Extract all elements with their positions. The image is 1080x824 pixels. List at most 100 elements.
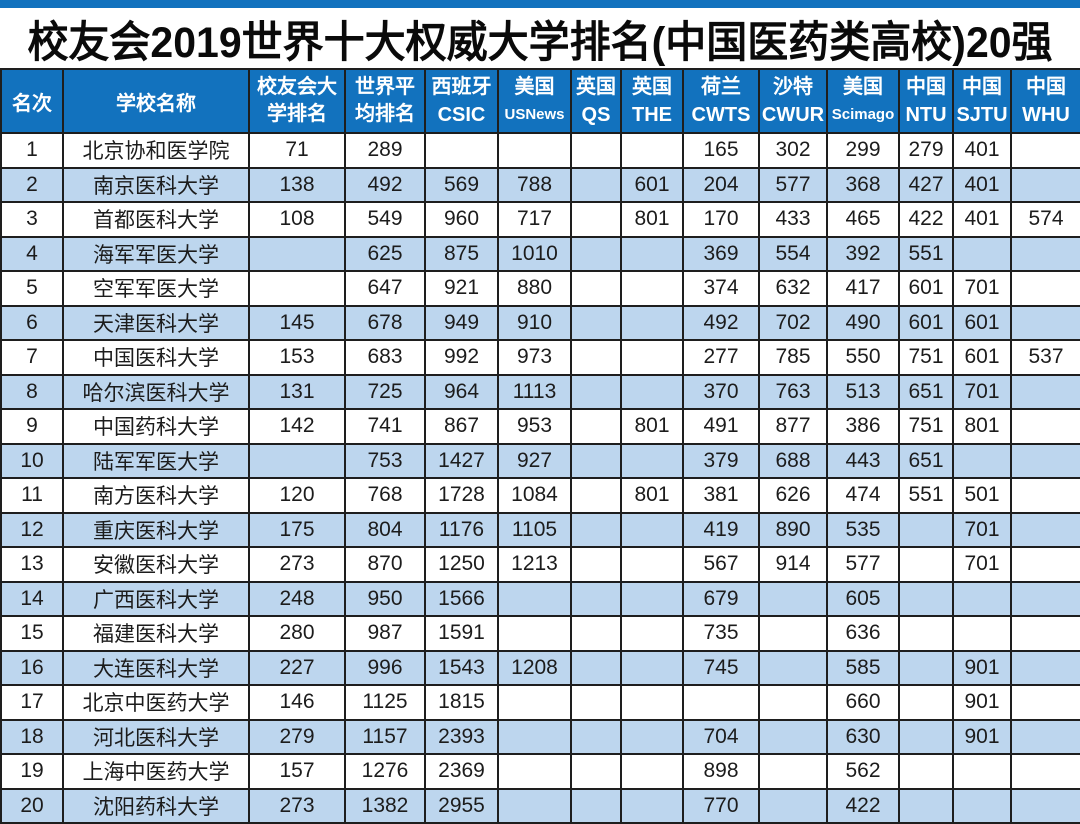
ranking-value-cell: 2393 — [424, 718, 499, 755]
ranking-value-cell — [898, 580, 954, 617]
ranking-value-cell: 289 — [344, 132, 426, 169]
col-header-org-label: Scimago — [831, 106, 895, 123]
table-row: 12 重庆医科大学 175 804 1176 1105 419 890 535 701 — [0, 511, 1080, 548]
ranking-value-cell — [620, 373, 684, 410]
rank-cell: 1 — [0, 132, 64, 169]
ranking-value-cell: 145 — [248, 304, 346, 341]
school-name-cell: 大连医科大学 — [62, 649, 250, 686]
ranking-value-cell: 751 — [898, 339, 954, 376]
col-header-whu: 中国 WHU — [1010, 68, 1080, 134]
ranking-value-cell — [570, 201, 622, 238]
ranking-value-cell — [682, 684, 760, 721]
ranking-value-cell — [497, 753, 572, 790]
table-row: 2 南京医科大学 138 492 569 788 601 204 577 368 427 401 — [0, 166, 1080, 203]
school-name-cell: 沈阳药科大学 — [62, 787, 250, 824]
ranking-value-cell — [898, 649, 954, 686]
ranking-value-cell — [1010, 649, 1080, 686]
col-header-country-label: 中国 — [962, 76, 1002, 98]
ranking-value-cell — [952, 615, 1012, 652]
col-header-scimago: 美国 Scimago — [826, 68, 900, 134]
ranking-value-cell: 702 — [758, 304, 828, 341]
ranking-value-cell: 1591 — [424, 615, 499, 652]
ranking-value-cell — [1010, 684, 1080, 721]
rank-cell: 7 — [0, 339, 64, 376]
ranking-value-cell — [1010, 408, 1080, 445]
ranking-value-cell: 465 — [826, 201, 900, 238]
ranking-value-cell: 157 — [248, 753, 346, 790]
ranking-value-cell: 248 — [248, 580, 346, 617]
ranking-value-cell: 567 — [682, 546, 760, 583]
ranking-value-cell — [1010, 166, 1080, 203]
ranking-value-cell — [248, 270, 346, 307]
ranking-value-cell: 108 — [248, 201, 346, 238]
ranking-value-cell: 801 — [620, 477, 684, 514]
ranking-value-cell: 577 — [758, 166, 828, 203]
ranking-value-cell: 898 — [682, 753, 760, 790]
rank-cell: 14 — [0, 580, 64, 617]
rank-cell: 16 — [0, 649, 64, 686]
ranking-value-cell: 1113 — [497, 373, 572, 410]
ranking-value-cell — [620, 270, 684, 307]
ranking-value-cell — [497, 132, 572, 169]
table-row: 14 广西医科大学 248 950 1566 679 605 — [0, 580, 1080, 617]
ranking-value-cell: 1250 — [424, 546, 499, 583]
rank-cell: 15 — [0, 615, 64, 652]
ranking-value-cell: 1815 — [424, 684, 499, 721]
ranking-value-cell — [1010, 442, 1080, 479]
col-header-the: 英国 THE — [620, 68, 684, 134]
table-row: 8 哈尔滨医科大学 131 725 964 1113 370 763 513 651 701 — [0, 373, 1080, 410]
ranking-value-cell: 701 — [952, 546, 1012, 583]
ranking-value-cell — [570, 649, 622, 686]
ranking-value-cell — [1010, 373, 1080, 410]
ranking-value-cell — [570, 442, 622, 479]
ranking-value-cell: 2955 — [424, 787, 499, 824]
ranking-value-cell — [570, 235, 622, 272]
ranking-value-cell — [570, 339, 622, 376]
col-header-org-label: QS — [581, 104, 611, 126]
ranking-value-cell — [1010, 511, 1080, 548]
ranking-value-cell: 901 — [952, 718, 1012, 755]
ranking-value-cell: 374 — [682, 270, 760, 307]
ranking-value-cell — [570, 477, 622, 514]
school-name-cell: 福建医科大学 — [62, 615, 250, 652]
col-header-ntu: 中国 NTU — [898, 68, 954, 134]
ranking-value-cell — [898, 718, 954, 755]
ranking-value-cell — [898, 615, 954, 652]
ranking-value-cell: 960 — [424, 201, 499, 238]
ranking-value-cell: 910 — [497, 304, 572, 341]
ranking-value-cell: 801 — [620, 408, 684, 445]
ranking-value-cell — [248, 442, 346, 479]
ranking-value-cell — [248, 235, 346, 272]
rank-cell: 13 — [0, 546, 64, 583]
school-name-cell: 中国医科大学 — [62, 339, 250, 376]
ranking-value-cell — [1010, 580, 1080, 617]
ranking-table: 名次 学校名称 校友会大 学排名 世界平 均排名 西班牙 CSIC 美国 USNews 英国… — [0, 68, 1080, 824]
ranking-value-cell — [898, 787, 954, 824]
ranking-value-cell — [497, 684, 572, 721]
ranking-value-cell — [898, 546, 954, 583]
ranking-value-cell: 678 — [344, 304, 426, 341]
table-row: 4 海军军医大学 625 875 1010 369 554 392 551 — [0, 235, 1080, 272]
col-header-org-label: SJTU — [956, 104, 1008, 126]
ranking-value-cell: 877 — [758, 408, 828, 445]
ranking-value-cell: 370 — [682, 373, 760, 410]
ranking-value-cell: 801 — [952, 408, 1012, 445]
rank-cell: 9 — [0, 408, 64, 445]
ranking-value-cell: 950 — [344, 580, 426, 617]
ranking-value-cell — [497, 580, 572, 617]
ranking-value-cell: 1566 — [424, 580, 499, 617]
col-header-org-label: USNews — [504, 106, 565, 123]
ranking-value-cell — [570, 511, 622, 548]
ranking-value-cell: 492 — [682, 304, 760, 341]
rank-cell: 18 — [0, 718, 64, 755]
col-header-org-label: CWTS — [691, 104, 751, 126]
col-header-world-avg-line1: 世界平 — [355, 76, 415, 98]
ranking-value-cell: 901 — [952, 649, 1012, 686]
col-header-rank: 名次 — [0, 68, 64, 134]
page-title: 校友会2019世界十大权威大学排名(中国医药类高校)20强 — [27, 18, 1053, 67]
ranking-value-cell: 996 — [344, 649, 426, 686]
col-header-country-label: 沙特 — [773, 76, 813, 98]
ranking-value-cell: 422 — [826, 787, 900, 824]
ranking-value-cell: 964 — [424, 373, 499, 410]
ranking-value-cell — [620, 304, 684, 341]
